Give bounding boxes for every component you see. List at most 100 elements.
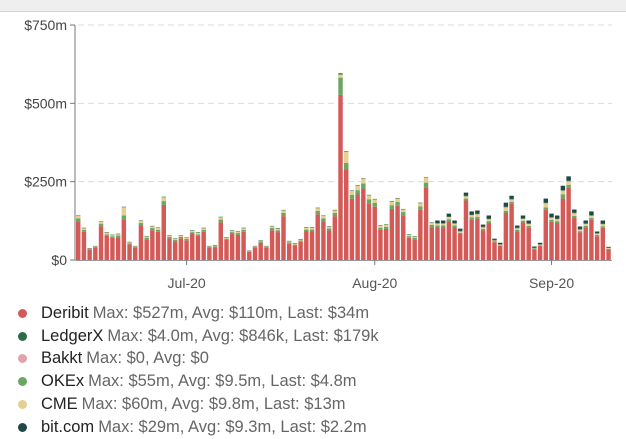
bar-cme xyxy=(406,234,412,237)
bar-deribit xyxy=(218,222,223,260)
bar-cme xyxy=(161,197,166,202)
legend-name: bit.com xyxy=(41,417,95,436)
bar-okex xyxy=(440,225,446,228)
bar-ledgerx xyxy=(372,198,377,200)
bar-cme xyxy=(435,223,440,226)
bar-ledgerx xyxy=(440,223,446,224)
bar-okex xyxy=(144,237,149,240)
bar-ledgerx xyxy=(81,227,87,229)
legend-stats: Max: $29m, Avg: $9.3m, Last: $2.2m xyxy=(98,417,367,436)
bar-deribit xyxy=(178,238,184,260)
bar-okex xyxy=(532,248,537,250)
bar-ledgerx xyxy=(338,73,343,75)
bar-ledgerx xyxy=(549,217,554,218)
bar-ledgerx xyxy=(258,240,263,241)
bar-ledgerx xyxy=(207,245,212,247)
bar-okex xyxy=(497,245,503,246)
legend-stats: Max: $4.0m, Avg: $846k, Last: $179k xyxy=(107,326,379,345)
bar-okex xyxy=(344,162,349,170)
bar-cme xyxy=(515,228,520,230)
bar-cme xyxy=(395,198,400,203)
legend-item[interactable]: OKEx Max: $55m, Avg: $9.5m, Last: $4.8m xyxy=(14,370,379,393)
bar-cme xyxy=(207,246,212,247)
legend-item[interactable]: LedgerX Max: $4.0m, Avg: $846k, Last: $17… xyxy=(14,325,379,348)
bar-deribit xyxy=(566,187,571,260)
bar-deribit xyxy=(560,198,566,260)
legend-item[interactable]: CME Max: $60m, Avg: $9.8m, Last: $13m xyxy=(14,393,379,416)
bar-deribit xyxy=(589,219,594,260)
bar-bitcom xyxy=(469,211,474,215)
bar-cme xyxy=(258,240,263,242)
bar-cme xyxy=(429,222,434,225)
bar-deribit xyxy=(167,238,172,260)
bar-deribit xyxy=(121,219,127,260)
bar-okex xyxy=(401,212,406,216)
bar-deribit xyxy=(144,239,149,260)
bar-deribit xyxy=(76,221,81,260)
bar-okex xyxy=(81,229,87,232)
bar-deribit xyxy=(258,242,263,260)
bar-deribit xyxy=(429,227,434,260)
legend-item[interactable]: Deribit Max: $527m, Avg: $110m, Last: $34… xyxy=(14,302,379,325)
bar-deribit xyxy=(104,235,109,260)
bar-ledgerx xyxy=(543,202,549,204)
bar-okex xyxy=(241,229,246,232)
bar-okex xyxy=(383,226,389,229)
bar-cme xyxy=(281,210,286,213)
bar-okex xyxy=(98,223,104,227)
bar-cme xyxy=(566,181,571,185)
bar-cme xyxy=(292,243,298,245)
legend-dot-icon xyxy=(18,308,27,318)
bar-bitcom xyxy=(515,225,520,228)
bar-cme xyxy=(247,250,252,252)
bar-bitcom xyxy=(543,198,549,203)
bar-okex xyxy=(378,227,383,230)
stacked-bar-chart: $0 $250m $500m $750m Jul-20 Aug-20 Sep-20 xyxy=(24,17,612,291)
bar-deribit xyxy=(81,231,87,260)
legend-item[interactable]: bit.com Max: $29m, Avg: $9.3m, Last: $2.2… xyxy=(14,416,379,439)
bar-ledgerx xyxy=(104,232,109,233)
legend-item[interactable]: Bakkt Max: $0, Avg: $0 xyxy=(14,348,379,371)
bar-okex xyxy=(127,243,132,245)
bar-deribit xyxy=(475,218,480,260)
bar-ledgerx xyxy=(150,225,155,227)
bar-deribit xyxy=(321,221,326,260)
bar-okex xyxy=(338,77,343,95)
bar-deribit xyxy=(583,227,588,260)
bar-cme xyxy=(150,226,155,229)
bar-deribit xyxy=(435,227,440,260)
bar-deribit xyxy=(281,216,286,260)
bar-cme xyxy=(241,228,246,230)
bar-deribit xyxy=(423,187,429,260)
bar-ledgerx xyxy=(577,228,583,230)
bar-okex xyxy=(389,205,395,209)
bar-ledgerx xyxy=(190,230,195,231)
bar-bitcom xyxy=(440,220,446,224)
bar-ledgerx xyxy=(247,250,252,252)
y-tick-label: $750m xyxy=(24,17,67,33)
bar-bitcom xyxy=(594,231,600,234)
bar-deribit xyxy=(389,208,395,260)
bar-cme xyxy=(463,196,469,199)
bar-bitcom xyxy=(497,242,503,245)
bar-ledgerx xyxy=(486,218,491,220)
bar-ledgerx xyxy=(554,218,560,220)
bar-ledgerx xyxy=(423,177,429,178)
bar-cme xyxy=(155,227,161,230)
bar-deribit xyxy=(446,221,452,260)
bar-okex xyxy=(110,236,115,238)
bar-cme xyxy=(537,244,543,246)
bar-okex xyxy=(589,218,594,220)
bar-cme xyxy=(606,247,611,249)
bar-ledgerx xyxy=(480,226,486,228)
bar-ledgerx xyxy=(600,223,606,225)
bar-cme xyxy=(361,178,366,184)
bar-deribit xyxy=(412,239,417,260)
bar-cme xyxy=(349,190,355,195)
legend-name: Bakkt xyxy=(41,349,83,368)
bar-cme xyxy=(304,227,309,230)
bar-okex xyxy=(583,225,588,228)
bar-deribit xyxy=(492,242,497,260)
bar-deribit xyxy=(361,188,366,260)
bar-ledgerx xyxy=(252,245,258,247)
